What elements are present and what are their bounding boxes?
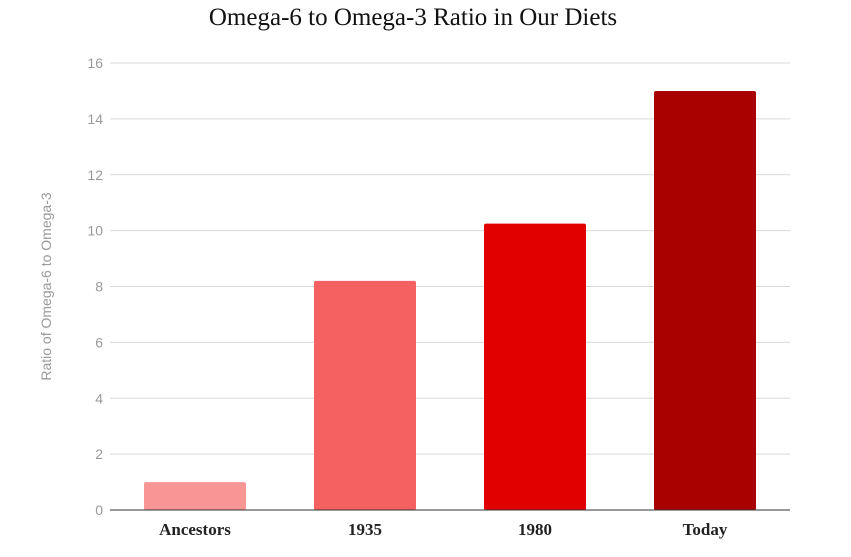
bar-1980 xyxy=(484,223,586,510)
y-axis-ticks: 0 2 4 6 8 10 12 14 16 xyxy=(87,55,103,518)
y-tick-label: 4 xyxy=(95,390,103,406)
y-tick-label: 0 xyxy=(95,502,103,518)
y-tick-label: 12 xyxy=(87,167,103,183)
bars xyxy=(144,90,756,510)
y-tick-label: 6 xyxy=(95,334,103,350)
x-tick-label: 1980 xyxy=(518,520,552,539)
x-tick-label: 1935 xyxy=(348,520,382,539)
y-tick-label: 2 xyxy=(95,446,103,462)
bar-today xyxy=(654,90,756,510)
y-tick-label: 10 xyxy=(87,223,103,239)
bar-ancestors xyxy=(144,482,246,510)
y-tick-label: 16 xyxy=(87,55,103,71)
chart-title: Omega-6 to Omega-3 Ratio in Our Diets xyxy=(208,4,618,31)
y-axis-label: Ratio of Omega-6 to Omega-3 xyxy=(38,192,54,381)
y-tick-label: 8 xyxy=(95,279,103,295)
bar-1935 xyxy=(314,280,416,510)
y-tick-label: 14 xyxy=(87,111,103,127)
x-tick-label: Today xyxy=(683,520,728,539)
x-tick-label: Ancestors xyxy=(159,520,231,539)
x-axis-ticks: Ancestors 1935 1980 Today xyxy=(159,520,728,539)
